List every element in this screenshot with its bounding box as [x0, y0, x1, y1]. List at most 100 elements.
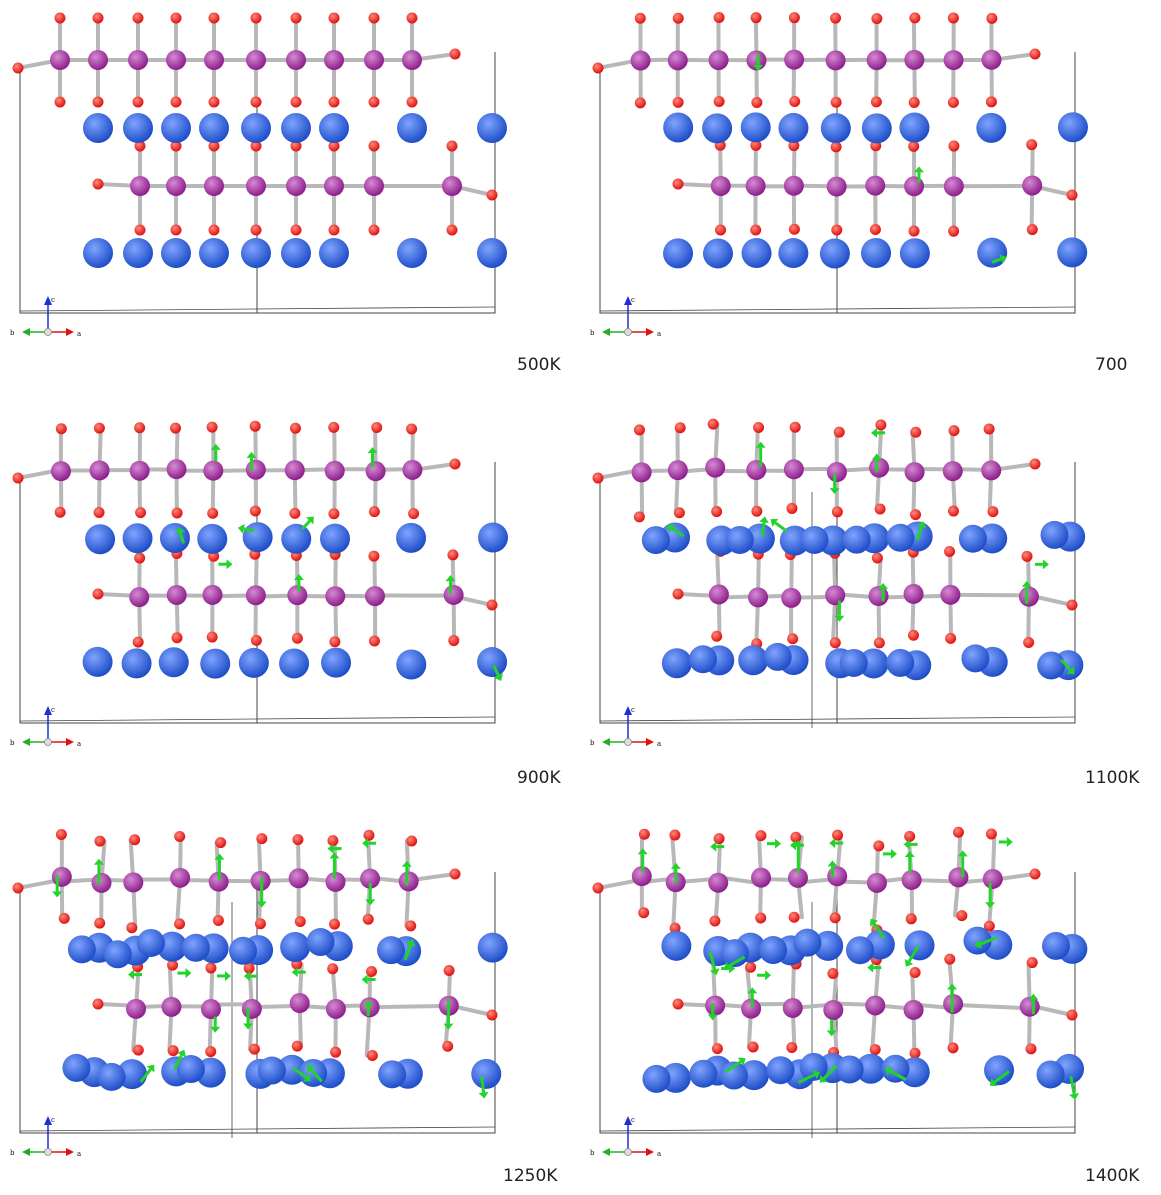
displacement-arrow — [1069, 1075, 1080, 1100]
axis-origin — [624, 738, 632, 746]
displacement-arrow — [991, 254, 1007, 264]
cation-atom — [397, 113, 427, 143]
oxygen-atom — [248, 1043, 260, 1055]
cation-atom — [899, 238, 930, 269]
oxygen-atom — [486, 189, 498, 201]
axis-c-arrowhead — [624, 706, 632, 715]
metal-atom — [325, 998, 346, 1019]
metal-atom — [865, 995, 886, 1016]
cell-edge — [599, 306, 1076, 312]
oxygen-atom — [1023, 636, 1035, 648]
metal-atom — [126, 998, 147, 1019]
cell-edge — [599, 716, 1076, 722]
oxygen-atom — [747, 1041, 759, 1053]
panel-900k: c b a 900K — [0, 410, 580, 795]
metal-atom — [324, 50, 344, 70]
oxygen-atom — [486, 599, 498, 611]
oxygen-atom — [755, 830, 767, 842]
oxygen-atom — [250, 96, 262, 108]
cation-atom — [744, 523, 775, 554]
oxygen-atom — [669, 922, 681, 934]
metal-atom — [246, 176, 266, 196]
oxygen-atom — [170, 12, 182, 24]
oxygen-atom — [750, 224, 762, 236]
cation-atom — [1057, 112, 1088, 143]
oxygen-atom — [750, 12, 762, 24]
axis-c-arrowhead — [44, 1116, 52, 1125]
oxygen-atom — [944, 545, 956, 557]
oxygen-atom — [254, 918, 266, 930]
cation-atom — [702, 238, 733, 269]
axis-a-arrowhead — [66, 1148, 74, 1156]
oxygen-atom — [170, 96, 182, 108]
displacement-arrow — [175, 527, 186, 544]
displacement-arrow — [293, 573, 304, 592]
oxygen-atom — [250, 634, 262, 646]
cation-atom — [199, 238, 229, 268]
oxygen-atom — [707, 418, 719, 430]
oxygen-atom — [328, 224, 340, 236]
metal-atom — [630, 50, 651, 71]
metal-atom — [981, 460, 1002, 481]
oxygen-atom — [206, 631, 218, 643]
oxygen-atom — [328, 508, 340, 520]
cation-atom — [257, 1056, 286, 1085]
cation-atom — [83, 113, 113, 143]
axis-a-label: a — [657, 1150, 661, 1158]
cell-edge — [19, 716, 496, 722]
oxygen-atom — [408, 508, 420, 520]
cation-atom — [158, 647, 189, 678]
metal-atom — [708, 584, 729, 605]
oxygen-atom — [713, 833, 725, 845]
oxygen-atom — [789, 95, 801, 107]
displacement-arrow — [747, 987, 758, 1008]
displacement-arrow — [915, 521, 927, 541]
oxygen-atom — [171, 632, 183, 644]
oxygen-atom — [368, 96, 380, 108]
cation-atom — [1040, 520, 1069, 549]
oxygen-atom — [672, 96, 684, 108]
displacement-arrow — [753, 54, 764, 71]
cation-atom — [159, 522, 190, 553]
metal-atom — [667, 50, 688, 71]
oxygen-atom — [830, 141, 842, 153]
cation-atom — [899, 112, 930, 143]
oxygen-atom — [1066, 599, 1078, 611]
displacement-arrow — [710, 841, 725, 852]
oxygen-atom — [174, 918, 186, 930]
oxygen-atom — [787, 633, 799, 645]
cation-atom — [241, 238, 271, 268]
axis-triad: c b a — [10, 706, 81, 748]
axis-c-label: c — [51, 706, 55, 714]
oxygen-atom — [948, 225, 960, 237]
oxygen-atom — [328, 140, 340, 152]
metal-atom — [241, 998, 262, 1019]
oxygen-atom — [249, 505, 261, 517]
metal-atom — [1022, 175, 1043, 196]
metal-atom — [866, 50, 887, 71]
cell-edge — [599, 1126, 1076, 1132]
axis-a-label: a — [77, 740, 81, 748]
oxygen-atom — [132, 1044, 144, 1056]
cation-atom — [725, 525, 754, 554]
axis-a-label: a — [657, 740, 661, 748]
metal-atom — [741, 998, 762, 1019]
oxygen-atom — [907, 629, 919, 641]
oxygen-atom — [1026, 224, 1038, 236]
oxygen-atom — [134, 140, 146, 152]
axis-a-arrowhead — [646, 738, 654, 746]
oxygen-atom — [12, 472, 24, 484]
metal-atom — [364, 586, 385, 607]
oxygen-atom — [135, 507, 147, 519]
oxygen-atom — [1029, 458, 1041, 470]
panel-500k: c b a 500K — [0, 0, 580, 390]
oxygen-atom — [713, 96, 725, 108]
metal-atom — [783, 175, 804, 196]
oxygen-atom — [788, 140, 800, 152]
axis-b-label: b — [590, 739, 595, 747]
cation-atom — [778, 112, 809, 143]
displacement-arrow — [1059, 658, 1075, 675]
metal-atom — [286, 50, 306, 70]
cation-atom — [641, 526, 670, 555]
cation-atom — [661, 930, 692, 961]
